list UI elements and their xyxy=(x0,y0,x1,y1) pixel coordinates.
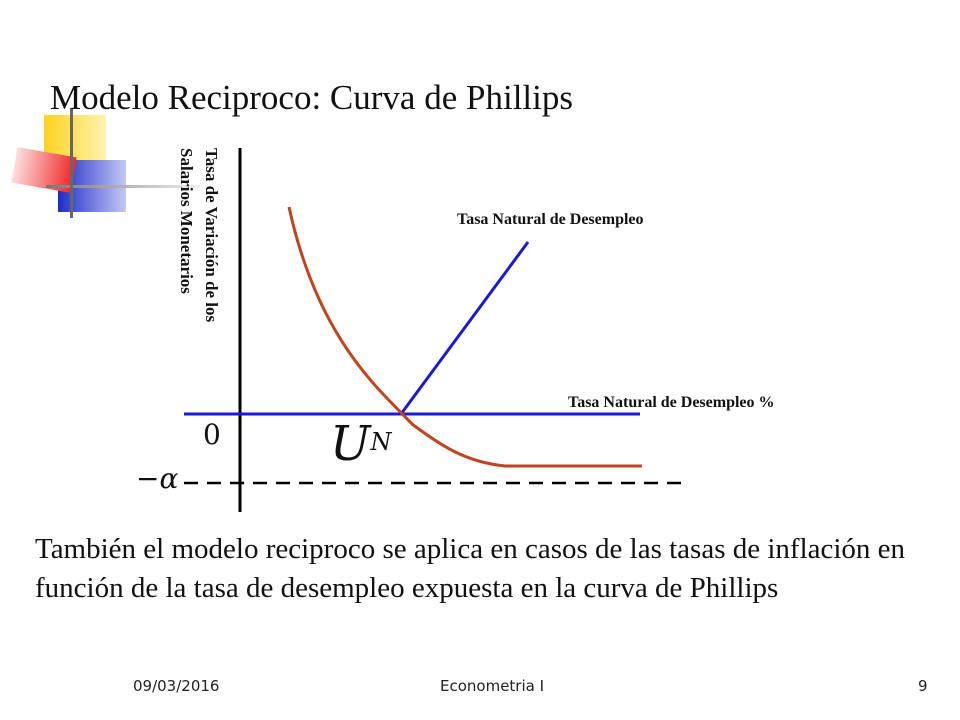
phillips-curve xyxy=(287,206,642,468)
y-axis-label: Tasa de Variación de los Salarios Moneta… xyxy=(177,148,221,323)
footer-page-number: 9 xyxy=(918,677,928,695)
slide-body-text: También el modelo reciproco se aplica en… xyxy=(35,533,906,604)
decorative-squares-logo xyxy=(11,108,200,218)
natural-rate-superscript: N xyxy=(370,428,392,456)
natural-rate-percent-label: Tasa Natural de Desempleo % xyxy=(568,394,775,411)
footer-date: 09/03/2016 xyxy=(133,677,220,695)
origin-label: 0 xyxy=(203,418,221,451)
natural-rate-symbol: UN xyxy=(330,416,392,472)
slide-title: Modelo Reciproco: Curva de Phillips xyxy=(50,78,573,117)
natural-rate-label: Tasa Natural de Desempleo xyxy=(457,211,644,228)
asymptote-label: −α xyxy=(136,462,179,495)
natural-rate-line xyxy=(399,241,530,415)
footer-course: Econometria I xyxy=(440,677,545,695)
